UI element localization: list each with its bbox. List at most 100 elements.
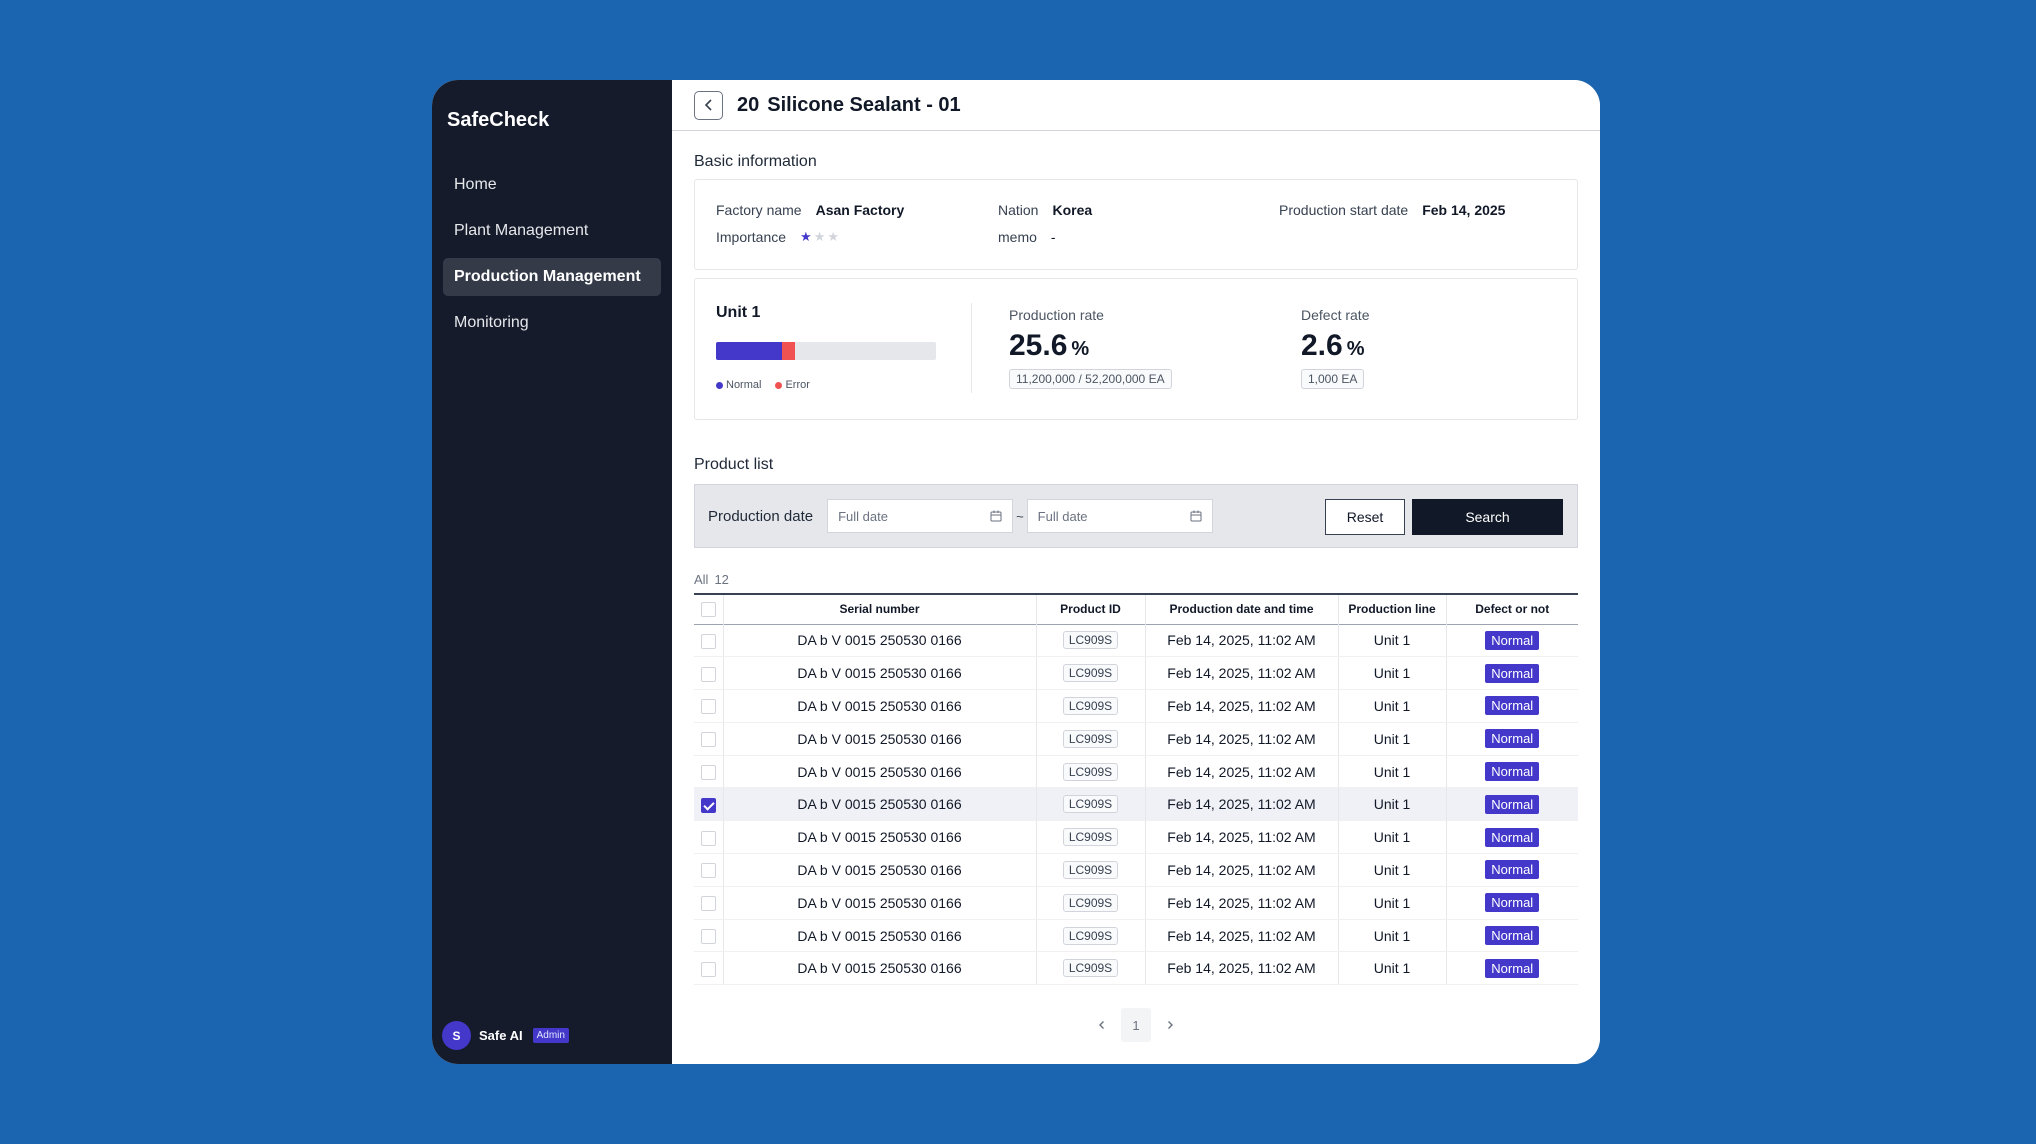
- defect-cell: Normal: [1446, 820, 1578, 855]
- table-row[interactable]: DA b V 0015 250530 0166 LC909S Feb 14, 202…: [694, 951, 1578, 986]
- defect-count-chip: 1,000 EA: [1301, 369, 1365, 389]
- end-date-input[interactable]: Full date: [1026, 499, 1213, 533]
- row-checkbox[interactable]: [700, 699, 716, 715]
- row-select-cell: [694, 656, 724, 691]
- count-value: 12: [714, 572, 729, 587]
- page-button-current[interactable]: 1: [1121, 1008, 1151, 1042]
- basic-info-title: Basic information: [694, 153, 817, 170]
- row-checkbox[interactable]: [700, 961, 716, 977]
- search-button[interactable]: Search: [1412, 499, 1563, 535]
- table-row[interactable]: DA b V 0015 250530 0166 LC909S Feb 14, 202…: [694, 886, 1578, 920]
- defect-rate-value: 2.6%: [1301, 329, 1369, 363]
- error-dot-icon: [775, 381, 783, 389]
- column-header-datetime[interactable]: Production date and time: [1145, 594, 1339, 624]
- table-row[interactable]: DA b V 0015 250530 0166 LC909S Feb 14, 202…: [694, 919, 1578, 953]
- production-line-cell: Unit 1: [1338, 624, 1447, 658]
- memo-field: memo -: [998, 229, 1056, 245]
- table-row[interactable]: DA b V 0015 250530 0166 LC909S Feb 14, 202…: [694, 624, 1578, 658]
- status-badge: Normal: [1485, 893, 1540, 913]
- serial-number-cell: DA b V 0015 250530 0166: [723, 886, 1037, 920]
- row-checkbox[interactable]: [700, 896, 716, 912]
- product-id-cell: LC909S: [1036, 624, 1146, 658]
- row-checkbox[interactable]: [700, 732, 716, 748]
- table-row[interactable]: DA b V 0015 250530 0166 LC909S Feb 14, 202…: [694, 755, 1578, 789]
- memo-label: memo: [998, 229, 1037, 245]
- user-profile[interactable]: S Safe AI Admin: [442, 1021, 569, 1050]
- row-select-cell: [694, 886, 724, 920]
- progress-error-segment: [782, 342, 796, 360]
- product-id-chip: LC909S: [1062, 795, 1119, 814]
- avatar: S: [442, 1021, 471, 1050]
- row-checkbox[interactable]: [700, 830, 716, 846]
- datetime-cell: Feb 14, 2025, 11:02 AM: [1145, 689, 1339, 723]
- row-checkbox[interactable]: [700, 666, 716, 682]
- status-badge: Normal: [1485, 630, 1540, 650]
- production-rate-number: 25.6: [1009, 329, 1068, 362]
- page-header: 20 Silicone Sealant - 01: [672, 80, 1600, 131]
- table-row[interactable]: DA b V 0015 250530 0166 LC909S Feb 14, 202…: [694, 656, 1578, 691]
- defect-cell: Normal: [1446, 886, 1578, 920]
- production-line-cell: Unit 1: [1338, 722, 1447, 756]
- product-id-cell: LC909S: [1036, 656, 1146, 691]
- column-header-product-id[interactable]: Product ID: [1036, 594, 1146, 624]
- row-checkbox[interactable]: [700, 928, 716, 944]
- row-checkbox[interactable]: [700, 863, 716, 879]
- select-all-checkbox[interactable]: [700, 601, 716, 617]
- column-header-serial[interactable]: Serial number: [723, 594, 1037, 624]
- end-date-placeholder: Full date: [1037, 508, 1088, 524]
- main-content: 20 Silicone Sealant - 01 Basic informatio…: [672, 80, 1600, 1064]
- table-header-row: Serial number Product ID Production date…: [694, 594, 1578, 624]
- table-row[interactable]: DA b V 0015 250530 0166 LC909S Feb 14, 202…: [694, 787, 1578, 822]
- sidebar-item-home[interactable]: Home: [454, 176, 497, 193]
- product-name: Silicone Sealant - 01: [767, 93, 961, 116]
- start-date-input[interactable]: Full date: [827, 499, 1014, 533]
- datetime-cell: Feb 14, 2025, 11:02 AM: [1145, 656, 1339, 691]
- table-row[interactable]: DA b V 0015 250530 0166 LC909S Feb 14, 202…: [694, 722, 1578, 756]
- page-body: Basic information Factory name Asan Fact…: [672, 153, 1600, 986]
- chevron-right-icon: [1168, 1021, 1173, 1029]
- factory-name-value: Asan Factory: [815, 202, 905, 218]
- reset-button[interactable]: Reset: [1325, 499, 1405, 535]
- sidebar-item-plant-management[interactable]: Plant Management: [454, 222, 589, 239]
- row-checkbox[interactable]: [700, 764, 716, 780]
- row-select-cell: [694, 755, 724, 789]
- date-range-separator: ~: [1016, 508, 1024, 524]
- serial-number-cell: DA b V 0015 250530 0166: [723, 820, 1037, 855]
- column-header-defect[interactable]: Defect or not: [1475, 602, 1550, 617]
- status-badge: Normal: [1485, 794, 1540, 814]
- nation-label: Nation: [998, 202, 1039, 218]
- calendar-icon: [1190, 510, 1202, 522]
- row-checkbox[interactable]: [700, 797, 716, 813]
- sidebar-item-production-management[interactable]: Production Management: [443, 258, 661, 296]
- table-row[interactable]: DA b V 0015 250530 0166 LC909S Feb 14, 202…: [694, 689, 1578, 723]
- product-id-chip: LC909S: [1062, 828, 1119, 847]
- chevron-left-icon: [704, 99, 712, 111]
- row-select-cell: [694, 624, 724, 658]
- sidebar-item-monitoring[interactable]: Monitoring: [454, 314, 529, 331]
- defect-cell: Normal: [1446, 853, 1578, 887]
- sidebar: SafeCheck Home Plant Management Producti…: [432, 80, 672, 1064]
- prev-page-button[interactable]: [1097, 1017, 1107, 1033]
- importance-rating: ★ ★ ★: [800, 229, 839, 245]
- table-row[interactable]: DA b V 0015 250530 0166 LC909S Feb 14, 202…: [694, 853, 1578, 887]
- status-badge: Normal: [1485, 860, 1540, 880]
- datetime-cell: Feb 14, 2025, 11:02 AM: [1145, 886, 1339, 920]
- importance-field: Importance ★ ★ ★: [716, 229, 839, 245]
- basic-info-card: Factory name Asan Factory Importance ★ ★ ★…: [694, 179, 1578, 270]
- product-id-cell: LC909S: [1036, 919, 1146, 953]
- production-rate-value: 25.6%: [1009, 329, 1172, 363]
- product-id-chip: LC909S: [1062, 631, 1119, 650]
- divider: [971, 303, 972, 393]
- back-button[interactable]: [694, 90, 723, 120]
- normal-dot-icon: [716, 381, 723, 389]
- table-row[interactable]: DA b V 0015 250530 0166 LC909S Feb 14, 202…: [694, 820, 1578, 855]
- column-header-line[interactable]: Production line: [1338, 594, 1447, 624]
- unit-progress-bar: [716, 342, 936, 360]
- nation-value: Korea: [1052, 202, 1093, 218]
- production-line-cell: Unit 1: [1338, 689, 1447, 723]
- product-number: 20: [737, 93, 760, 116]
- production-count-chip: 11,200,000 / 52,200,000 EA: [1009, 369, 1172, 389]
- next-page-button[interactable]: [1165, 1017, 1175, 1033]
- row-checkbox[interactable]: [700, 633, 716, 649]
- product-table: Serial number Product ID Production date…: [694, 593, 1578, 986]
